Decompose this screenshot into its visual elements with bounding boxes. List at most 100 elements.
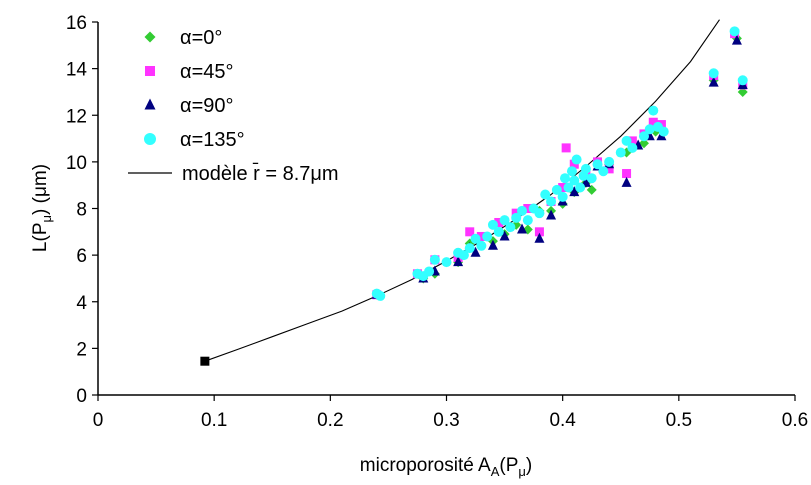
data-point-square — [523, 204, 533, 213]
model-start-point — [200, 356, 210, 366]
data-point-square — [476, 231, 486, 241]
data-point-circle — [522, 215, 533, 226]
data-point-circle — [557, 191, 568, 202]
data-point-circle — [563, 182, 574, 193]
data-point-triangle — [453, 256, 464, 267]
data-point-circle — [517, 205, 528, 216]
data-point-circle — [424, 266, 435, 277]
data-point-circle — [571, 154, 582, 165]
data-point-circle — [580, 163, 591, 174]
x-tick-label: 0.1 — [201, 410, 227, 431]
data-point-circle — [737, 75, 748, 86]
data-point-circle — [566, 166, 577, 177]
data-point-circle — [441, 257, 452, 268]
data-point-triangle — [546, 209, 557, 220]
data-point-triangle — [470, 246, 481, 257]
x-tick-label: 0.5 — [666, 410, 692, 431]
data-point-circle — [487, 219, 498, 230]
data-point-circle — [464, 243, 475, 254]
data-point-triangle — [731, 34, 742, 45]
data-point-triangle — [708, 76, 719, 87]
data-point-circle — [499, 215, 510, 226]
data-point-circle — [644, 124, 655, 135]
x-tick-label: 0.4 — [549, 410, 576, 431]
data-point-square — [534, 227, 544, 237]
y-axis-title-sub: μ — [39, 215, 54, 223]
legend: α=0° α=45° α=90° α=135° modèle r̄ = 8.7μm — [128, 27, 339, 185]
data-point-circle — [604, 156, 615, 167]
data-point-circle — [638, 131, 649, 142]
data-point-square — [561, 143, 571, 153]
y-tick-label: 14 — [66, 60, 88, 81]
data-point-circle — [598, 166, 609, 177]
data-point-diamond — [586, 184, 597, 195]
data-point-triangle — [621, 176, 632, 187]
legend-label: α=0° — [180, 27, 222, 49]
data-point-square — [494, 217, 504, 227]
data-point-circle — [482, 231, 493, 242]
data-point-triangle — [534, 232, 545, 243]
legend-marker — [144, 133, 156, 145]
data-point-circle — [458, 250, 469, 261]
y-axis-title: L(Pμ) (μm) — [30, 164, 54, 252]
data-point-circle — [648, 105, 659, 116]
x-ticks: 0 0.1 0.2 0.3 0.4 0.5 0.6 — [93, 395, 808, 431]
data-point-circle — [476, 240, 487, 251]
legend-label: α=90° — [180, 95, 234, 117]
data-point-circle — [511, 212, 522, 223]
y-tick-label: 2 — [76, 339, 87, 360]
x-tick-label: 0.6 — [782, 410, 808, 431]
data-point-circle — [621, 135, 632, 146]
y-tick-label: 0 — [76, 386, 87, 407]
model-curve — [204, 19, 720, 362]
model-curve-line — [204, 19, 720, 362]
x-axis-title: microporosité AA(Pμ) — [360, 455, 532, 479]
data-point-square — [465, 227, 475, 237]
data-point-triangle — [569, 186, 580, 197]
data-point-triangle — [499, 230, 510, 241]
data-point-circle — [615, 147, 626, 158]
data-point-circle — [575, 182, 586, 193]
y-ticks: 0 2 4 6 8 10 12 14 16 — [66, 13, 98, 407]
y-tick-label: 4 — [76, 293, 87, 314]
data-point-circle — [429, 254, 440, 265]
data-point-circle — [546, 196, 557, 207]
x-tick-label: 0.2 — [317, 410, 343, 431]
data-point-circle — [586, 173, 597, 184]
data-point-triangle — [517, 223, 528, 234]
data-point-square — [627, 136, 637, 146]
x-tick-label: 0.3 — [433, 410, 459, 431]
data-point-square — [648, 117, 658, 127]
legend-label: modèle r̄ = 8.7μm — [182, 162, 339, 185]
legend-label: α=45° — [180, 61, 234, 83]
x-tick-label: 0 — [93, 410, 104, 431]
data-points — [200, 26, 748, 366]
data-point-circle — [470, 233, 481, 244]
legend-label: α=135° — [180, 129, 245, 151]
data-point-square — [604, 164, 614, 174]
y-tick-label: 12 — [66, 106, 87, 127]
data-point-circle — [551, 184, 562, 195]
data-point-square — [558, 183, 568, 193]
data-point-circle — [569, 175, 580, 186]
legend-marker — [144, 31, 156, 43]
data-point-diamond — [638, 138, 649, 149]
data-point-square — [622, 169, 632, 179]
data-point-circle — [493, 226, 504, 237]
legend-marker — [144, 98, 156, 110]
data-point-circle — [559, 173, 570, 184]
data-point-circle — [540, 189, 551, 200]
data-point-triangle — [487, 239, 498, 250]
data-point-circle — [708, 68, 719, 79]
y-tick-label: 16 — [66, 13, 87, 34]
legend-marker — [145, 66, 155, 76]
data-point-circle — [592, 159, 603, 170]
y-tick-label: 10 — [66, 153, 87, 174]
data-point-circle — [375, 290, 386, 301]
y-tick-label: 6 — [76, 246, 87, 267]
data-point-circle — [627, 142, 638, 153]
y-tick-label: 8 — [76, 200, 87, 221]
data-point-square — [569, 159, 579, 169]
data-point-circle — [658, 126, 669, 137]
